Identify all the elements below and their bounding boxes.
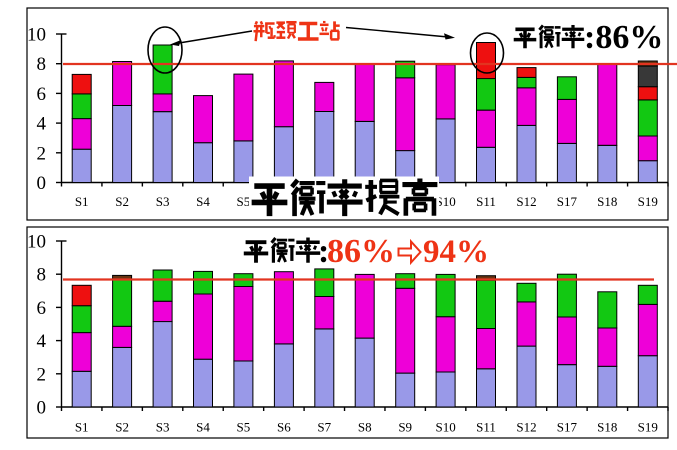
svg-text:0: 0: [37, 173, 47, 194]
svg-text:S19: S19: [638, 420, 658, 435]
svg-text:S3: S3: [156, 194, 170, 209]
svg-text:8: 8: [37, 265, 47, 286]
svg-text:S12: S12: [516, 420, 536, 435]
svg-text:2: 2: [37, 364, 47, 385]
svg-text:S18: S18: [597, 194, 617, 209]
svg-text:6: 6: [37, 298, 47, 319]
svg-text:S6: S6: [277, 420, 291, 435]
svg-text:S9: S9: [398, 420, 412, 435]
svg-text:S1: S1: [75, 194, 89, 209]
svg-text:S4: S4: [196, 420, 210, 435]
svg-text:S10: S10: [435, 420, 455, 435]
svg-text:4: 4: [37, 114, 47, 135]
svg-text:S11: S11: [476, 420, 496, 435]
svg-text:S5: S5: [237, 194, 251, 209]
svg-text:S8: S8: [358, 420, 372, 435]
svg-text:S10: S10: [435, 194, 455, 209]
svg-text:6: 6: [37, 84, 47, 105]
svg-text:2: 2: [37, 143, 47, 164]
svg-text:10: 10: [27, 232, 46, 253]
svg-text:8: 8: [37, 54, 47, 75]
svg-text:S1: S1: [75, 420, 89, 435]
svg-text:S7: S7: [317, 420, 331, 435]
svg-text:S3: S3: [156, 420, 170, 435]
svg-text:S19: S19: [638, 194, 658, 209]
svg-text:S12: S12: [516, 194, 536, 209]
svg-text:S5: S5: [237, 420, 251, 435]
svg-text:S11: S11: [476, 194, 496, 209]
svg-text:S17: S17: [557, 420, 578, 435]
svg-text:S2: S2: [115, 420, 129, 435]
svg-text::: :: [318, 233, 329, 270]
svg-text:S18: S18: [597, 420, 617, 435]
svg-text:S4: S4: [196, 194, 210, 209]
svg-text:S17: S17: [557, 194, 578, 209]
svg-text:S2: S2: [115, 194, 129, 209]
svg-text::86%: :86%: [584, 19, 663, 56]
svg-text:0: 0: [37, 398, 47, 419]
svg-text:86%: 86%: [327, 233, 395, 270]
svg-text:10: 10: [27, 25, 46, 46]
svg-text:4: 4: [37, 331, 47, 352]
svg-text:94%: 94%: [423, 234, 489, 270]
